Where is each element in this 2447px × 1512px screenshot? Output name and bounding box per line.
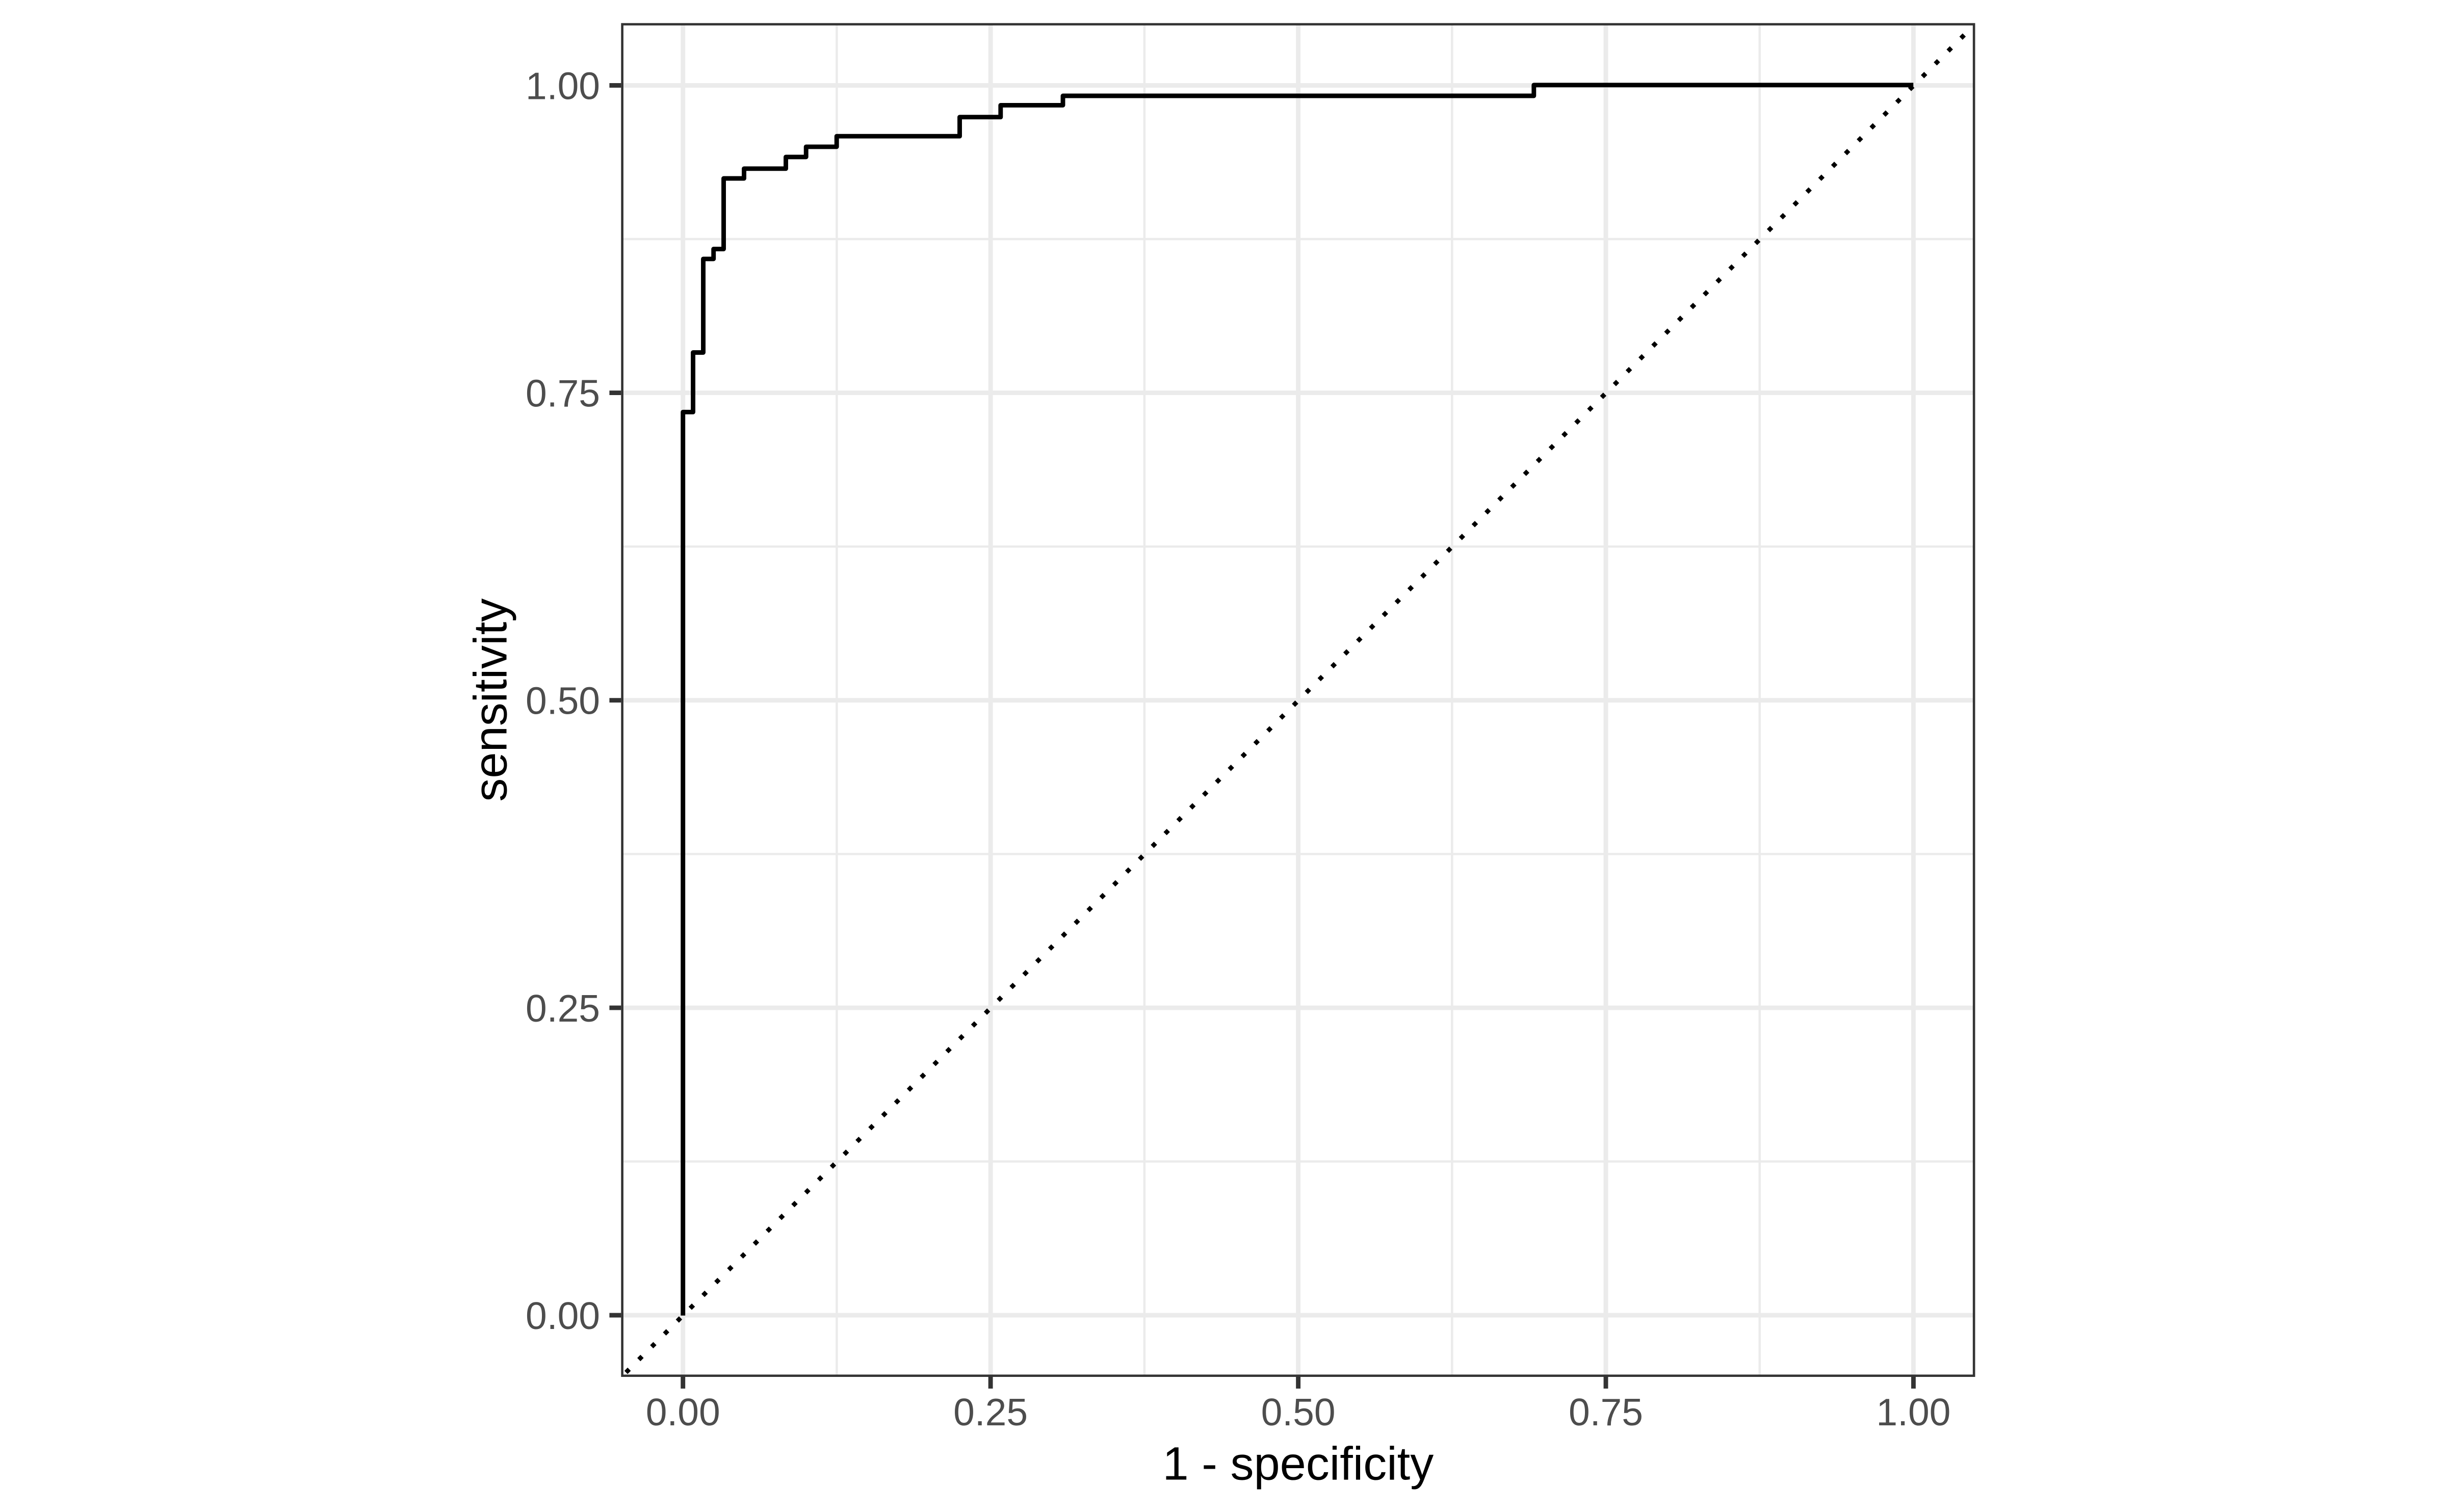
svg-text:1.00: 1.00 [526, 65, 600, 108]
svg-text:0.25: 0.25 [953, 1391, 1028, 1433]
svg-text:sensitivity: sensitivity [464, 598, 516, 802]
svg-text:0.00: 0.00 [646, 1391, 720, 1433]
svg-text:0.00: 0.00 [526, 1294, 600, 1337]
svg-text:1 - specificity: 1 - specificity [1163, 1438, 1434, 1490]
svg-text:1.00: 1.00 [1876, 1391, 1950, 1433]
svg-text:0.75: 0.75 [526, 372, 600, 415]
svg-text:0.25: 0.25 [526, 987, 600, 1030]
svg-text:0.50: 0.50 [526, 680, 600, 722]
svg-text:0.50: 0.50 [1261, 1391, 1336, 1433]
svg-text:0.75: 0.75 [1569, 1391, 1643, 1433]
